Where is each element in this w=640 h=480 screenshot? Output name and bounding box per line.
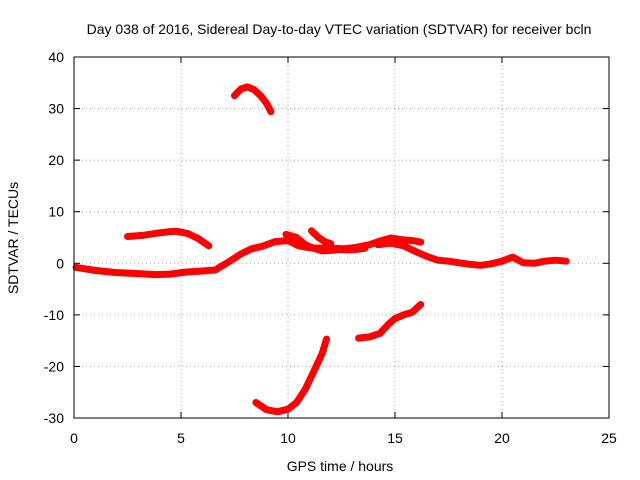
- y-tick-label: -30: [44, 410, 64, 426]
- series-line-arc-high: [231, 83, 275, 116]
- plot-frame: [73, 56, 610, 419]
- y-tick-label: 40: [48, 49, 64, 65]
- y-tick-label: -10: [44, 307, 64, 323]
- data-series: [72, 83, 570, 416]
- y-tick-labels: -30 -20 -10 0 10 20 30 40: [44, 49, 64, 426]
- series-line-arc-early: [124, 227, 213, 250]
- y-tick-label: 20: [48, 152, 64, 168]
- x-tick-label: 20: [494, 430, 510, 446]
- x-tick-label: 5: [177, 430, 185, 446]
- x-axis-label: GPS time / hours: [287, 458, 394, 474]
- chart-title: Day 038 of 2016, Sidereal Day-to-day VTE…: [87, 21, 592, 37]
- x-tick-label: 25: [601, 430, 617, 446]
- x-tick-labels: 0 5 10 15 20 25: [70, 430, 617, 446]
- y-tick-label: 0: [56, 255, 64, 271]
- series-line-arc-low: [252, 335, 330, 416]
- y-tick-label: 10: [48, 204, 64, 220]
- x-tick-label: 15: [387, 430, 403, 446]
- y-tick-label: 30: [48, 101, 64, 117]
- series-line-arc-late: [374, 239, 570, 269]
- y-tick-label: -20: [44, 358, 64, 374]
- x-tick-label: 10: [280, 430, 296, 446]
- series-line-arc-11-12: [308, 227, 335, 248]
- series-line-arc-10-12: [282, 230, 369, 255]
- x-tick-label: 0: [70, 430, 78, 446]
- y-axis-label: SDTVAR / TECUs: [5, 182, 21, 294]
- series-line-arc-mid-neg: [355, 301, 425, 342]
